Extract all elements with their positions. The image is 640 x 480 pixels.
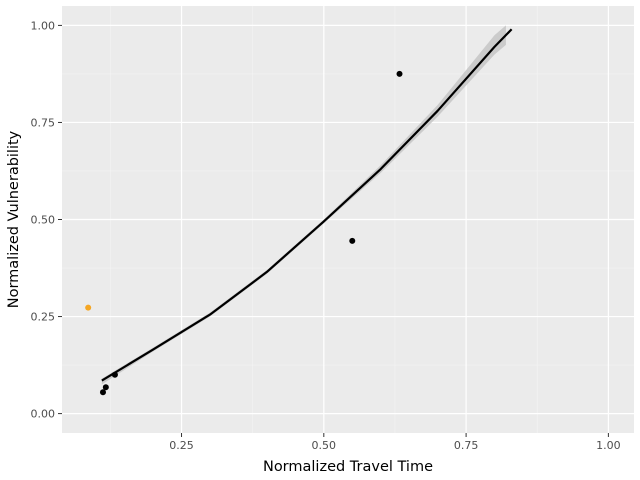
y-tick-label: 0.25	[31, 311, 56, 324]
y-tick-label: 0.50	[31, 214, 56, 227]
x-tick-label: 0.25	[169, 439, 194, 452]
y-tick-label: 0.00	[31, 408, 56, 421]
y-axis-ticks: 0.00 0.25 0.50 0.75 1.00	[31, 19, 62, 421]
y-tick-label: 0.75	[31, 116, 56, 129]
data-point	[99, 389, 106, 396]
x-tick-label: 1.00	[596, 439, 621, 452]
y-tick-label: 1.00	[31, 19, 56, 32]
x-tick-label: 0.75	[454, 439, 479, 452]
data-point	[396, 70, 403, 77]
y-axis-title: Normalized Vulnerability	[6, 130, 22, 308]
fit-curve	[101, 28, 513, 382]
x-axis-ticks: 0.25 0.50 0.75 1.00	[169, 433, 621, 452]
data-point	[102, 384, 109, 391]
x-axis-title: Normalized Travel Time	[263, 459, 433, 475]
x-tick-label: 0.50	[312, 439, 337, 452]
data-points	[85, 70, 403, 396]
fit-curve-group	[101, 28, 513, 382]
data-point	[85, 304, 92, 311]
data-point	[349, 237, 356, 244]
data-point	[111, 371, 118, 378]
